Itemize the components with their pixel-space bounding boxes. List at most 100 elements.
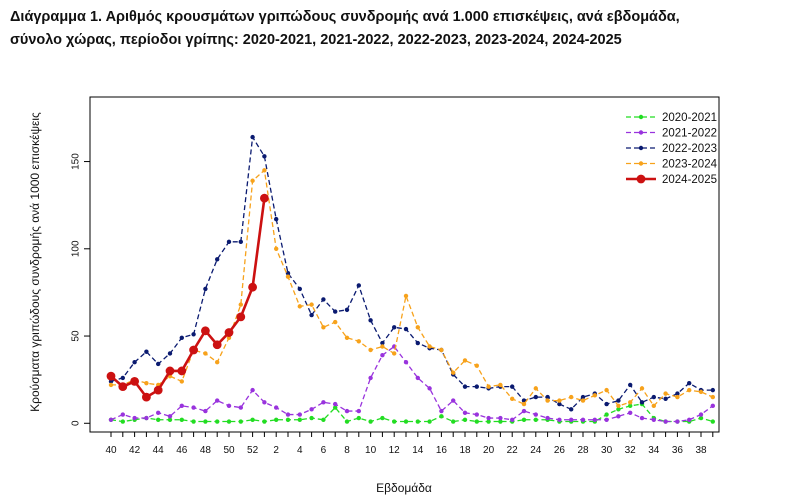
data-point-2020-2021	[521, 417, 527, 422]
data-point-2022-2023	[557, 401, 562, 407]
data-point-2021-2022	[380, 353, 385, 358]
x-tick-label: 16	[436, 445, 448, 456]
data-point-2021-2022	[191, 405, 196, 410]
data-point-2024-2025	[201, 326, 210, 336]
data-point-2021-2022	[203, 408, 208, 414]
legend-swatch-marker	[638, 145, 644, 151]
data-point-2021-2022	[510, 417, 515, 422]
data-point-2021-2022	[132, 415, 137, 421]
data-point-2024-2025	[142, 392, 151, 402]
data-point-2021-2022	[545, 415, 550, 421]
data-point-2020-2021	[215, 419, 220, 424]
data-point-2020-2021	[451, 419, 456, 424]
data-point-2023-2024	[521, 401, 527, 407]
data-point-2023-2024	[462, 358, 468, 363]
data-point-2021-2022	[108, 417, 114, 422]
legend-swatch-marker	[638, 130, 644, 135]
data-point-2022-2023	[191, 332, 196, 337]
data-point-2020-2021	[415, 419, 420, 424]
data-point-2022-2023	[533, 394, 538, 400]
legend-label: 2024-2025	[662, 174, 717, 186]
data-point-2021-2022	[687, 417, 692, 422]
data-point-2021-2022	[226, 403, 232, 409]
data-point-2023-2024	[333, 319, 338, 325]
x-tick-label: 42	[129, 445, 141, 456]
data-point-2022-2023	[132, 360, 137, 365]
data-point-2022-2023	[285, 271, 291, 276]
data-point-2020-2021	[179, 417, 184, 422]
legend-swatch-marker	[636, 174, 646, 184]
data-point-2020-2021	[285, 417, 291, 422]
x-tick-label: 20	[483, 445, 495, 456]
data-point-2022-2023	[321, 297, 326, 302]
data-point-2021-2022	[474, 412, 479, 417]
x-tick-label: 14	[412, 445, 424, 456]
data-point-2021-2022	[285, 412, 291, 417]
data-point-2020-2021	[333, 405, 338, 410]
data-point-2022-2023	[262, 154, 267, 159]
data-point-2020-2021	[628, 403, 633, 409]
data-point-2021-2022	[698, 412, 704, 417]
plot-frame	[89, 96, 720, 433]
x-tick-label: 10	[365, 445, 377, 456]
data-point-2021-2022	[651, 417, 656, 422]
series-line-2022-2023	[110, 136, 713, 410]
y-axis-title: Κρούσματα γριπώδους συνδρομής ανά 1000 ε…	[28, 112, 42, 412]
x-tick-label: 6	[321, 445, 327, 456]
data-point-2020-2021	[309, 415, 314, 421]
data-point-2020-2021	[604, 412, 609, 417]
data-point-2020-2021	[156, 417, 161, 422]
data-point-2022-2023	[569, 407, 574, 412]
data-point-2022-2023	[675, 391, 680, 396]
x-tick-label: 36	[672, 445, 684, 456]
data-point-2022-2023	[651, 394, 656, 400]
y-tick-label: 150	[71, 153, 82, 170]
x-tick-label: 38	[695, 445, 707, 456]
data-point-2023-2024	[392, 351, 397, 356]
data-point-2023-2024	[687, 387, 692, 393]
data-point-2024-2025	[118, 382, 128, 392]
data-point-2022-2023	[380, 340, 385, 346]
data-point-2021-2022	[592, 417, 597, 422]
x-tick-label: 32	[625, 445, 637, 456]
data-point-2022-2023	[545, 394, 550, 400]
data-point-2021-2022	[451, 398, 456, 403]
data-point-2021-2022	[356, 408, 361, 414]
data-point-2023-2024	[427, 344, 432, 349]
data-point-2021-2022	[569, 417, 574, 422]
data-point-2024-2025	[165, 366, 175, 376]
data-point-2021-2022	[144, 415, 149, 421]
legend-label: 2021-2022	[662, 128, 717, 140]
title-line-2: σύνολο χώρας, περίοδοι γρίπης: 2020-2021…	[10, 32, 622, 48]
data-point-2021-2022	[333, 401, 338, 407]
data-point-2022-2023	[226, 239, 232, 245]
legend-label: 2023-2024	[662, 159, 718, 171]
data-point-2021-2022	[297, 412, 302, 417]
data-point-2023-2024	[710, 394, 715, 400]
data-point-2020-2021	[392, 419, 397, 424]
data-point-2022-2023	[120, 375, 126, 381]
data-point-2023-2024	[297, 304, 302, 309]
x-tick-label: 28	[577, 445, 589, 456]
data-point-2024-2025	[177, 366, 187, 376]
data-point-2023-2024	[663, 391, 668, 396]
data-point-2022-2023	[392, 325, 397, 330]
data-point-2022-2023	[628, 382, 633, 388]
data-point-2020-2021	[616, 407, 621, 412]
data-point-2023-2024	[439, 347, 444, 353]
data-point-2023-2024	[309, 302, 314, 307]
x-tick-label: 24	[530, 445, 542, 456]
x-axis-title: Εβδομάδα	[376, 481, 432, 495]
data-point-2020-2021	[368, 419, 373, 424]
data-point-2021-2022	[628, 410, 633, 416]
data-point-2020-2021	[474, 419, 479, 424]
data-point-2022-2023	[274, 216, 279, 222]
data-point-2020-2021	[380, 415, 385, 421]
data-point-2021-2022	[344, 408, 350, 414]
data-point-2022-2023	[415, 340, 420, 346]
data-point-2022-2023	[356, 283, 361, 288]
x-tick-label: 34	[648, 445, 660, 456]
data-point-2023-2024	[628, 400, 633, 405]
data-point-2024-2025	[248, 282, 257, 292]
data-point-2020-2021	[439, 414, 444, 419]
